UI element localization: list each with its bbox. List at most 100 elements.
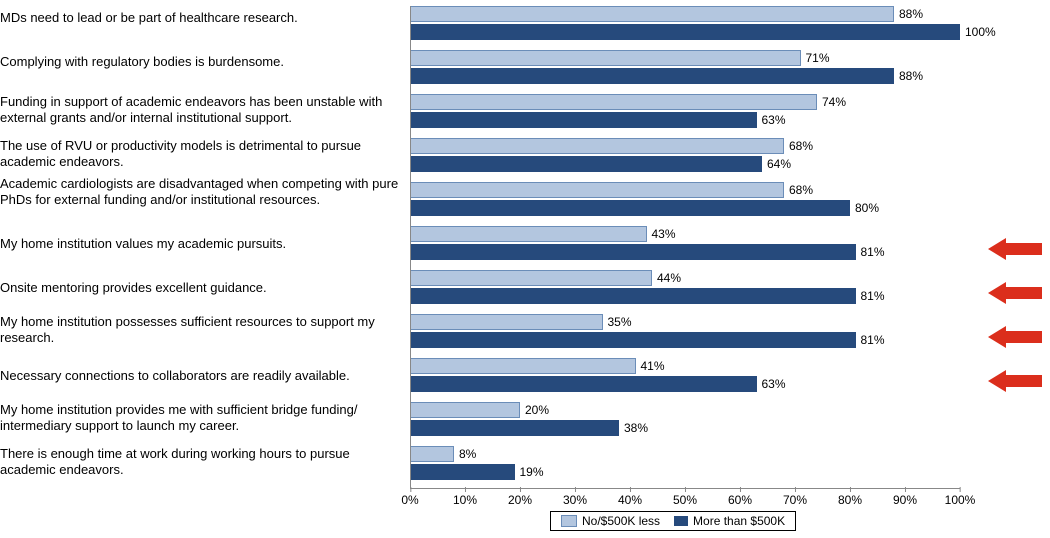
x-tick-label: 60% xyxy=(728,493,752,507)
bar-series-light xyxy=(410,50,801,66)
bar-series-dark xyxy=(410,420,619,436)
x-tick-label: 70% xyxy=(783,493,807,507)
bar-series-light xyxy=(410,402,520,418)
bar-value-light: 68% xyxy=(789,183,813,197)
bar-value-light: 68% xyxy=(789,139,813,153)
x-tick: 10% xyxy=(453,493,477,507)
bar-series-dark xyxy=(410,244,856,260)
highlight-arrow-icon xyxy=(988,282,1042,304)
legend-swatch-light xyxy=(561,515,577,527)
bar-series-light xyxy=(410,6,894,22)
bar-series-light xyxy=(410,358,636,374)
chart-row: My home institution possesses sufficient… xyxy=(0,314,1050,356)
bar-series-dark xyxy=(410,24,960,40)
bar-series-dark xyxy=(410,68,894,84)
x-tick: 0% xyxy=(401,493,418,507)
x-tick: 50% xyxy=(673,493,697,507)
x-tick: 20% xyxy=(508,493,532,507)
bar-chart: MDs need to lead or be part of healthcar… xyxy=(0,0,1050,538)
x-axis-line xyxy=(410,488,960,489)
y-axis-line xyxy=(410,6,411,488)
bar-series-dark xyxy=(410,332,856,348)
bar-value-dark: 63% xyxy=(762,377,786,391)
bar-value-light: 41% xyxy=(641,359,665,373)
bar-value-light: 20% xyxy=(525,403,549,417)
legend-label-light: No/$500K less xyxy=(582,514,660,528)
chart-row: Funding in support of academic endeavors… xyxy=(0,94,1050,136)
bar-value-dark: 19% xyxy=(520,465,544,479)
row-label: My home institution values my academic p… xyxy=(0,236,410,252)
x-tick: 90% xyxy=(893,493,917,507)
bar-value-dark: 64% xyxy=(767,157,791,171)
bar-series-dark xyxy=(410,200,850,216)
bar-value-light: 74% xyxy=(822,95,846,109)
row-label: Academic cardiologists are disadvantaged… xyxy=(0,176,410,208)
bar-value-light: 43% xyxy=(652,227,676,241)
bar-series-dark xyxy=(410,376,757,392)
x-tick: 100% xyxy=(945,493,976,507)
row-label: My home institution possesses sufficient… xyxy=(0,314,410,346)
x-tick-label: 20% xyxy=(508,493,532,507)
x-tick: 80% xyxy=(838,493,862,507)
bar-value-dark: 38% xyxy=(624,421,648,435)
bar-series-light xyxy=(410,270,652,286)
chart-row: MDs need to lead or be part of healthcar… xyxy=(0,6,1050,48)
bar-series-dark xyxy=(410,288,856,304)
bar-value-light: 44% xyxy=(657,271,681,285)
chart-row: There is enough time at work during work… xyxy=(0,446,1050,488)
x-tick-label: 50% xyxy=(673,493,697,507)
bar-value-dark: 80% xyxy=(855,201,879,215)
row-label: There is enough time at work during work… xyxy=(0,446,410,478)
row-label: Necessary connections to collaborators a… xyxy=(0,368,410,384)
highlight-arrow-icon xyxy=(988,326,1042,348)
bar-value-light: 88% xyxy=(899,7,923,21)
x-tick-label: 30% xyxy=(563,493,587,507)
chart-row: Complying with regulatory bodies is burd… xyxy=(0,50,1050,92)
row-label: MDs need to lead or be part of healthcar… xyxy=(0,10,410,26)
highlight-arrow-icon xyxy=(988,238,1042,260)
legend-item-dark: More than $500K xyxy=(674,514,785,528)
bar-series-light xyxy=(410,182,784,198)
x-tick: 60% xyxy=(728,493,752,507)
bar-series-light xyxy=(410,446,454,462)
legend-label-dark: More than $500K xyxy=(693,514,785,528)
bar-series-dark xyxy=(410,464,515,480)
x-tick-label: 90% xyxy=(893,493,917,507)
bar-value-dark: 81% xyxy=(861,333,885,347)
highlight-arrow-icon xyxy=(988,370,1042,392)
legend-swatch-dark xyxy=(674,516,688,526)
bar-series-light xyxy=(410,314,603,330)
legend-item-light: No/$500K less xyxy=(561,514,660,528)
bar-value-dark: 81% xyxy=(861,289,885,303)
x-tick-label: 100% xyxy=(945,493,976,507)
legend: No/$500K less More than $500K xyxy=(550,511,796,531)
x-tick-label: 40% xyxy=(618,493,642,507)
x-tick: 70% xyxy=(783,493,807,507)
bar-value-dark: 100% xyxy=(965,25,996,39)
x-tick: 40% xyxy=(618,493,642,507)
row-label: My home institution provides me with suf… xyxy=(0,402,410,434)
bar-series-dark xyxy=(410,156,762,172)
chart-row: Academic cardiologists are disadvantaged… xyxy=(0,182,1050,224)
bar-series-dark xyxy=(410,112,757,128)
bar-series-light xyxy=(410,226,647,242)
chart-row: Necessary connections to collaborators a… xyxy=(0,358,1050,400)
chart-row: My home institution values my academic p… xyxy=(0,226,1050,268)
x-tick-label: 10% xyxy=(453,493,477,507)
row-label: The use of RVU or productivity models is… xyxy=(0,138,410,170)
row-label: Funding in support of academic endeavors… xyxy=(0,94,410,126)
bar-value-light: 71% xyxy=(806,51,830,65)
bar-series-light xyxy=(410,94,817,110)
x-tick-label: 0% xyxy=(401,493,418,507)
bar-value-dark: 88% xyxy=(899,69,923,83)
bar-value-light: 35% xyxy=(608,315,632,329)
chart-row: The use of RVU or productivity models is… xyxy=(0,138,1050,180)
row-label: Complying with regulatory bodies is burd… xyxy=(0,54,410,70)
x-tick-label: 80% xyxy=(838,493,862,507)
bar-value-dark: 81% xyxy=(861,245,885,259)
row-label: Onsite mentoring provides excellent guid… xyxy=(0,280,410,296)
chart-row: Onsite mentoring provides excellent guid… xyxy=(0,270,1050,312)
chart-row: My home institution provides me with suf… xyxy=(0,402,1050,444)
x-tick: 30% xyxy=(563,493,587,507)
bar-series-light xyxy=(410,138,784,154)
